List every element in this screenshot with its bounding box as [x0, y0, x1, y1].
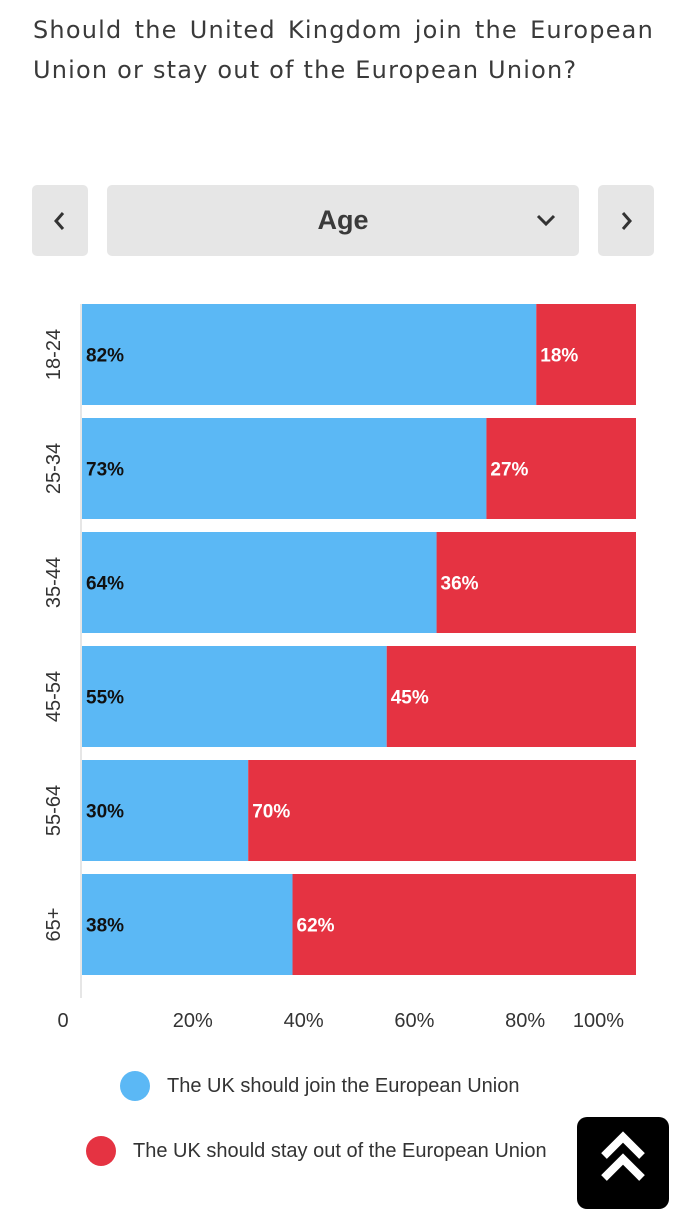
category-label-35-44: 35-44 — [43, 557, 65, 608]
bar-stay-65+ — [292, 874, 636, 975]
next-button[interactable] — [598, 185, 654, 256]
bar-join-55-64 — [82, 760, 249, 861]
question-title: Should the United Kingdom join the Europ… — [33, 16, 654, 84]
data-label-join-35-44: 64% — [86, 574, 124, 595]
chevron-down-icon — [536, 214, 556, 227]
data-label-join-45-54: 55% — [86, 688, 124, 709]
bar-stay-18-24 — [536, 304, 636, 405]
breakdown-select-label: Age — [317, 205, 369, 235]
data-label-join-55-64: 30% — [86, 802, 124, 823]
scroll-to-top-button[interactable] — [577, 1117, 669, 1209]
bar-stay-25-34 — [486, 418, 636, 519]
category-label-45-54: 45-54 — [43, 671, 65, 722]
data-label-stay-35-44: 36% — [441, 574, 479, 595]
x-tick-label-5: 100% — [573, 1010, 624, 1032]
category-label-65+: 65+ — [43, 908, 65, 942]
x-tick-label-1: 20% — [173, 1010, 213, 1032]
category-label-18-24: 18-24 — [43, 329, 65, 380]
data-label-join-18-24: 82% — [86, 346, 124, 367]
legend-swatch-stay — [86, 1136, 116, 1166]
bar-join-35-44 — [82, 532, 437, 633]
bar-join-18-24 — [82, 304, 537, 405]
category-label-25-34: 25-34 — [43, 443, 65, 494]
previous-button[interactable] — [32, 185, 88, 256]
double-chevron-up-icon — [601, 1131, 645, 1181]
breakdown-select[interactable]: Age — [107, 185, 579, 256]
data-label-stay-65+: 62% — [297, 916, 335, 937]
data-label-stay-55-64: 70% — [252, 802, 290, 823]
bar-stay-45-54 — [386, 646, 636, 747]
bar-join-25-34 — [82, 418, 487, 519]
x-tick-label-4: 80% — [505, 1010, 545, 1032]
bar-stay-35-44 — [436, 532, 636, 633]
data-label-join-25-34: 73% — [86, 460, 124, 481]
data-label-join-65+: 38% — [86, 916, 124, 937]
data-label-stay-18-24: 18% — [540, 346, 578, 367]
stacked-bar-chart: 82% 18% 18-24 73% 27% 25-34 64% 36% 35-44 55% 45% 4… — [43, 304, 636, 1032]
data-label-stay-25-34: 27% — [490, 460, 528, 481]
legend-item-stay[interactable]: The UK should stay out of the European U… — [86, 1136, 547, 1166]
data-label-stay-45-54: 45% — [391, 688, 429, 709]
legend-swatch-join — [120, 1071, 150, 1101]
bar-join-45-54 — [82, 646, 387, 747]
x-tick-label-2: 40% — [284, 1010, 324, 1032]
bar-stay-55-64 — [248, 760, 636, 861]
chevron-right-icon — [621, 211, 632, 230]
chevron-left-icon — [54, 211, 65, 230]
legend-label-join: The UK should join the European Union — [167, 1074, 520, 1097]
legend-item-join[interactable]: The UK should join the European Union — [120, 1071, 519, 1101]
legend-label-stay: The UK should stay out of the European U… — [133, 1139, 547, 1162]
x-tick-label-0: 0 — [57, 1010, 68, 1032]
category-label-55-64: 55-64 — [43, 785, 65, 836]
bar-join-65+ — [82, 874, 293, 975]
x-tick-label-3: 60% — [394, 1010, 434, 1032]
